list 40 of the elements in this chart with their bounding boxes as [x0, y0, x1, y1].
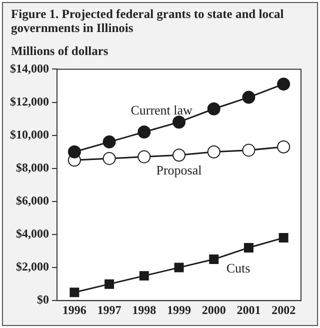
- x-tick-label: 2001: [236, 302, 261, 317]
- x-tick-label: 1998: [132, 302, 156, 317]
- point: [70, 288, 80, 298]
- x-tick-label: 1997: [97, 302, 122, 317]
- y-tick-label: $4,000: [16, 226, 49, 241]
- point: [104, 279, 114, 289]
- point: [277, 78, 290, 91]
- point: [68, 145, 81, 158]
- point: [102, 152, 116, 165]
- point: [207, 145, 220, 158]
- chart-title: Figure 1. Projected federal grants to state and local governments in Illinois: [11, 7, 285, 35]
- x-tick-label: 1999: [167, 302, 191, 317]
- x-tick-label: 1996: [62, 302, 86, 317]
- y-tick-label: $6,000: [16, 194, 49, 208]
- y-tick-label: $0: [37, 292, 49, 307]
- point: [102, 135, 116, 148]
- point: [138, 126, 151, 139]
- point: [278, 233, 288, 243]
- y-axis-title: Millions of dollars: [11, 44, 108, 59]
- point: [209, 254, 219, 264]
- point: [139, 271, 149, 281]
- series-label: Current law: [130, 102, 194, 118]
- y-tick-label: $14,000: [10, 61, 49, 76]
- y-tick-label: $8,000: [16, 160, 49, 174]
- point: [172, 148, 186, 162]
- point: [172, 116, 186, 129]
- x-tick-label: 2000: [202, 302, 226, 317]
- point: [174, 262, 184, 272]
- y-tick-label: $12,000: [10, 94, 49, 108]
- series-label: Proposal: [156, 162, 202, 178]
- point: [207, 102, 220, 116]
- point: [244, 242, 254, 252]
- y-tick-label: $2,000: [16, 260, 49, 274]
- point: [242, 144, 256, 157]
- point: [242, 90, 256, 104]
- y-tick-label: $10,000: [10, 127, 49, 142]
- point: [277, 140, 290, 154]
- x-tick-label: 2002: [272, 302, 296, 317]
- series-label: Cuts: [226, 260, 250, 276]
- point: [138, 150, 151, 164]
